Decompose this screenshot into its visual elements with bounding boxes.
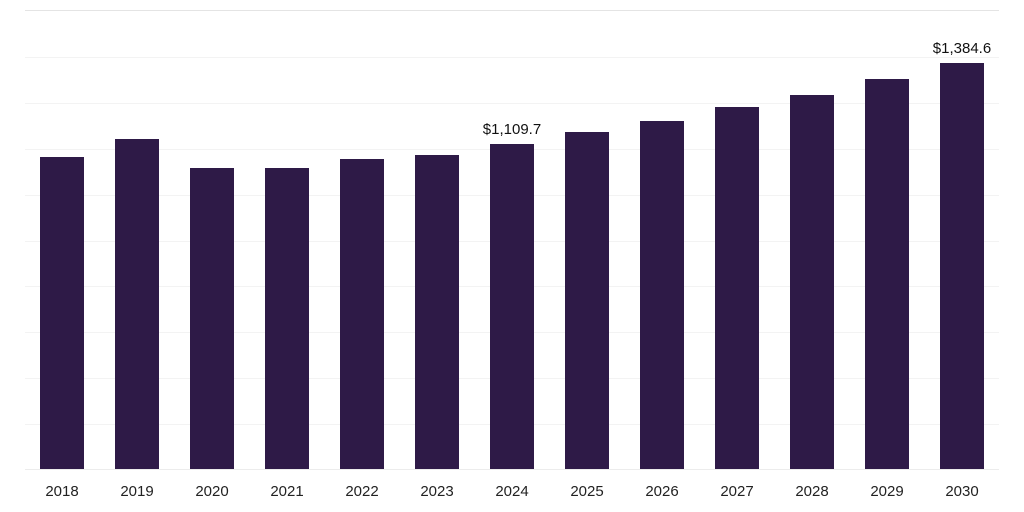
bar-column bbox=[850, 11, 924, 470]
plot-area: $1,109.7 $1,384.6 bbox=[25, 10, 999, 470]
bar-column: $1,109.7 bbox=[475, 11, 549, 470]
x-tick-label: 2026 bbox=[645, 482, 679, 500]
bar-column bbox=[175, 11, 249, 470]
bar bbox=[265, 168, 309, 470]
bar-column bbox=[100, 11, 174, 470]
gridline bbox=[25, 56, 999, 58]
bar bbox=[340, 158, 384, 470]
x-axis-line bbox=[25, 469, 999, 470]
bar-column bbox=[550, 11, 624, 470]
bar bbox=[115, 139, 159, 470]
bar-column: $1,384.6 bbox=[925, 11, 999, 470]
bar-column bbox=[775, 11, 849, 470]
bar bbox=[415, 154, 459, 470]
bar-column bbox=[700, 11, 774, 470]
x-tick-label: 2018 bbox=[45, 482, 79, 500]
bars-container: $1,109.7 $1,384.6 bbox=[25, 11, 999, 470]
x-tick-label: 2024 bbox=[495, 482, 529, 500]
gridline bbox=[25, 102, 999, 104]
bar bbox=[490, 143, 534, 470]
x-tick-label: 2030 bbox=[945, 482, 979, 500]
x-tick-label: 2021 bbox=[270, 482, 304, 500]
bar bbox=[940, 62, 984, 470]
x-tick-label: 2029 bbox=[870, 482, 904, 500]
x-tick-label: 2020 bbox=[195, 482, 229, 500]
bar bbox=[190, 167, 234, 470]
x-tick-label: 2019 bbox=[120, 482, 154, 500]
bar-column bbox=[400, 11, 474, 470]
bar bbox=[40, 156, 84, 470]
bar-value-label: $1,384.6 bbox=[932, 39, 992, 57]
bar-column bbox=[25, 11, 99, 470]
x-tick-label: 2023 bbox=[420, 482, 454, 500]
bar bbox=[640, 120, 684, 470]
x-axis: 2018 2019 2020 2021 2022 2023 2024 2025 2026 2027… bbox=[25, 470, 999, 512]
bar bbox=[715, 106, 759, 470]
bar bbox=[790, 94, 834, 470]
bar-column bbox=[325, 11, 399, 470]
bar-value-label: $1,109.7 bbox=[482, 120, 542, 138]
bar bbox=[865, 78, 909, 470]
bar-column bbox=[250, 11, 324, 470]
x-tick-label: 2022 bbox=[345, 482, 379, 500]
x-tick-label: 2025 bbox=[570, 482, 604, 500]
x-tick-label: 2028 bbox=[795, 482, 829, 500]
bar bbox=[565, 131, 609, 470]
x-tick-label: 2027 bbox=[720, 482, 754, 500]
bar-column bbox=[625, 11, 699, 470]
